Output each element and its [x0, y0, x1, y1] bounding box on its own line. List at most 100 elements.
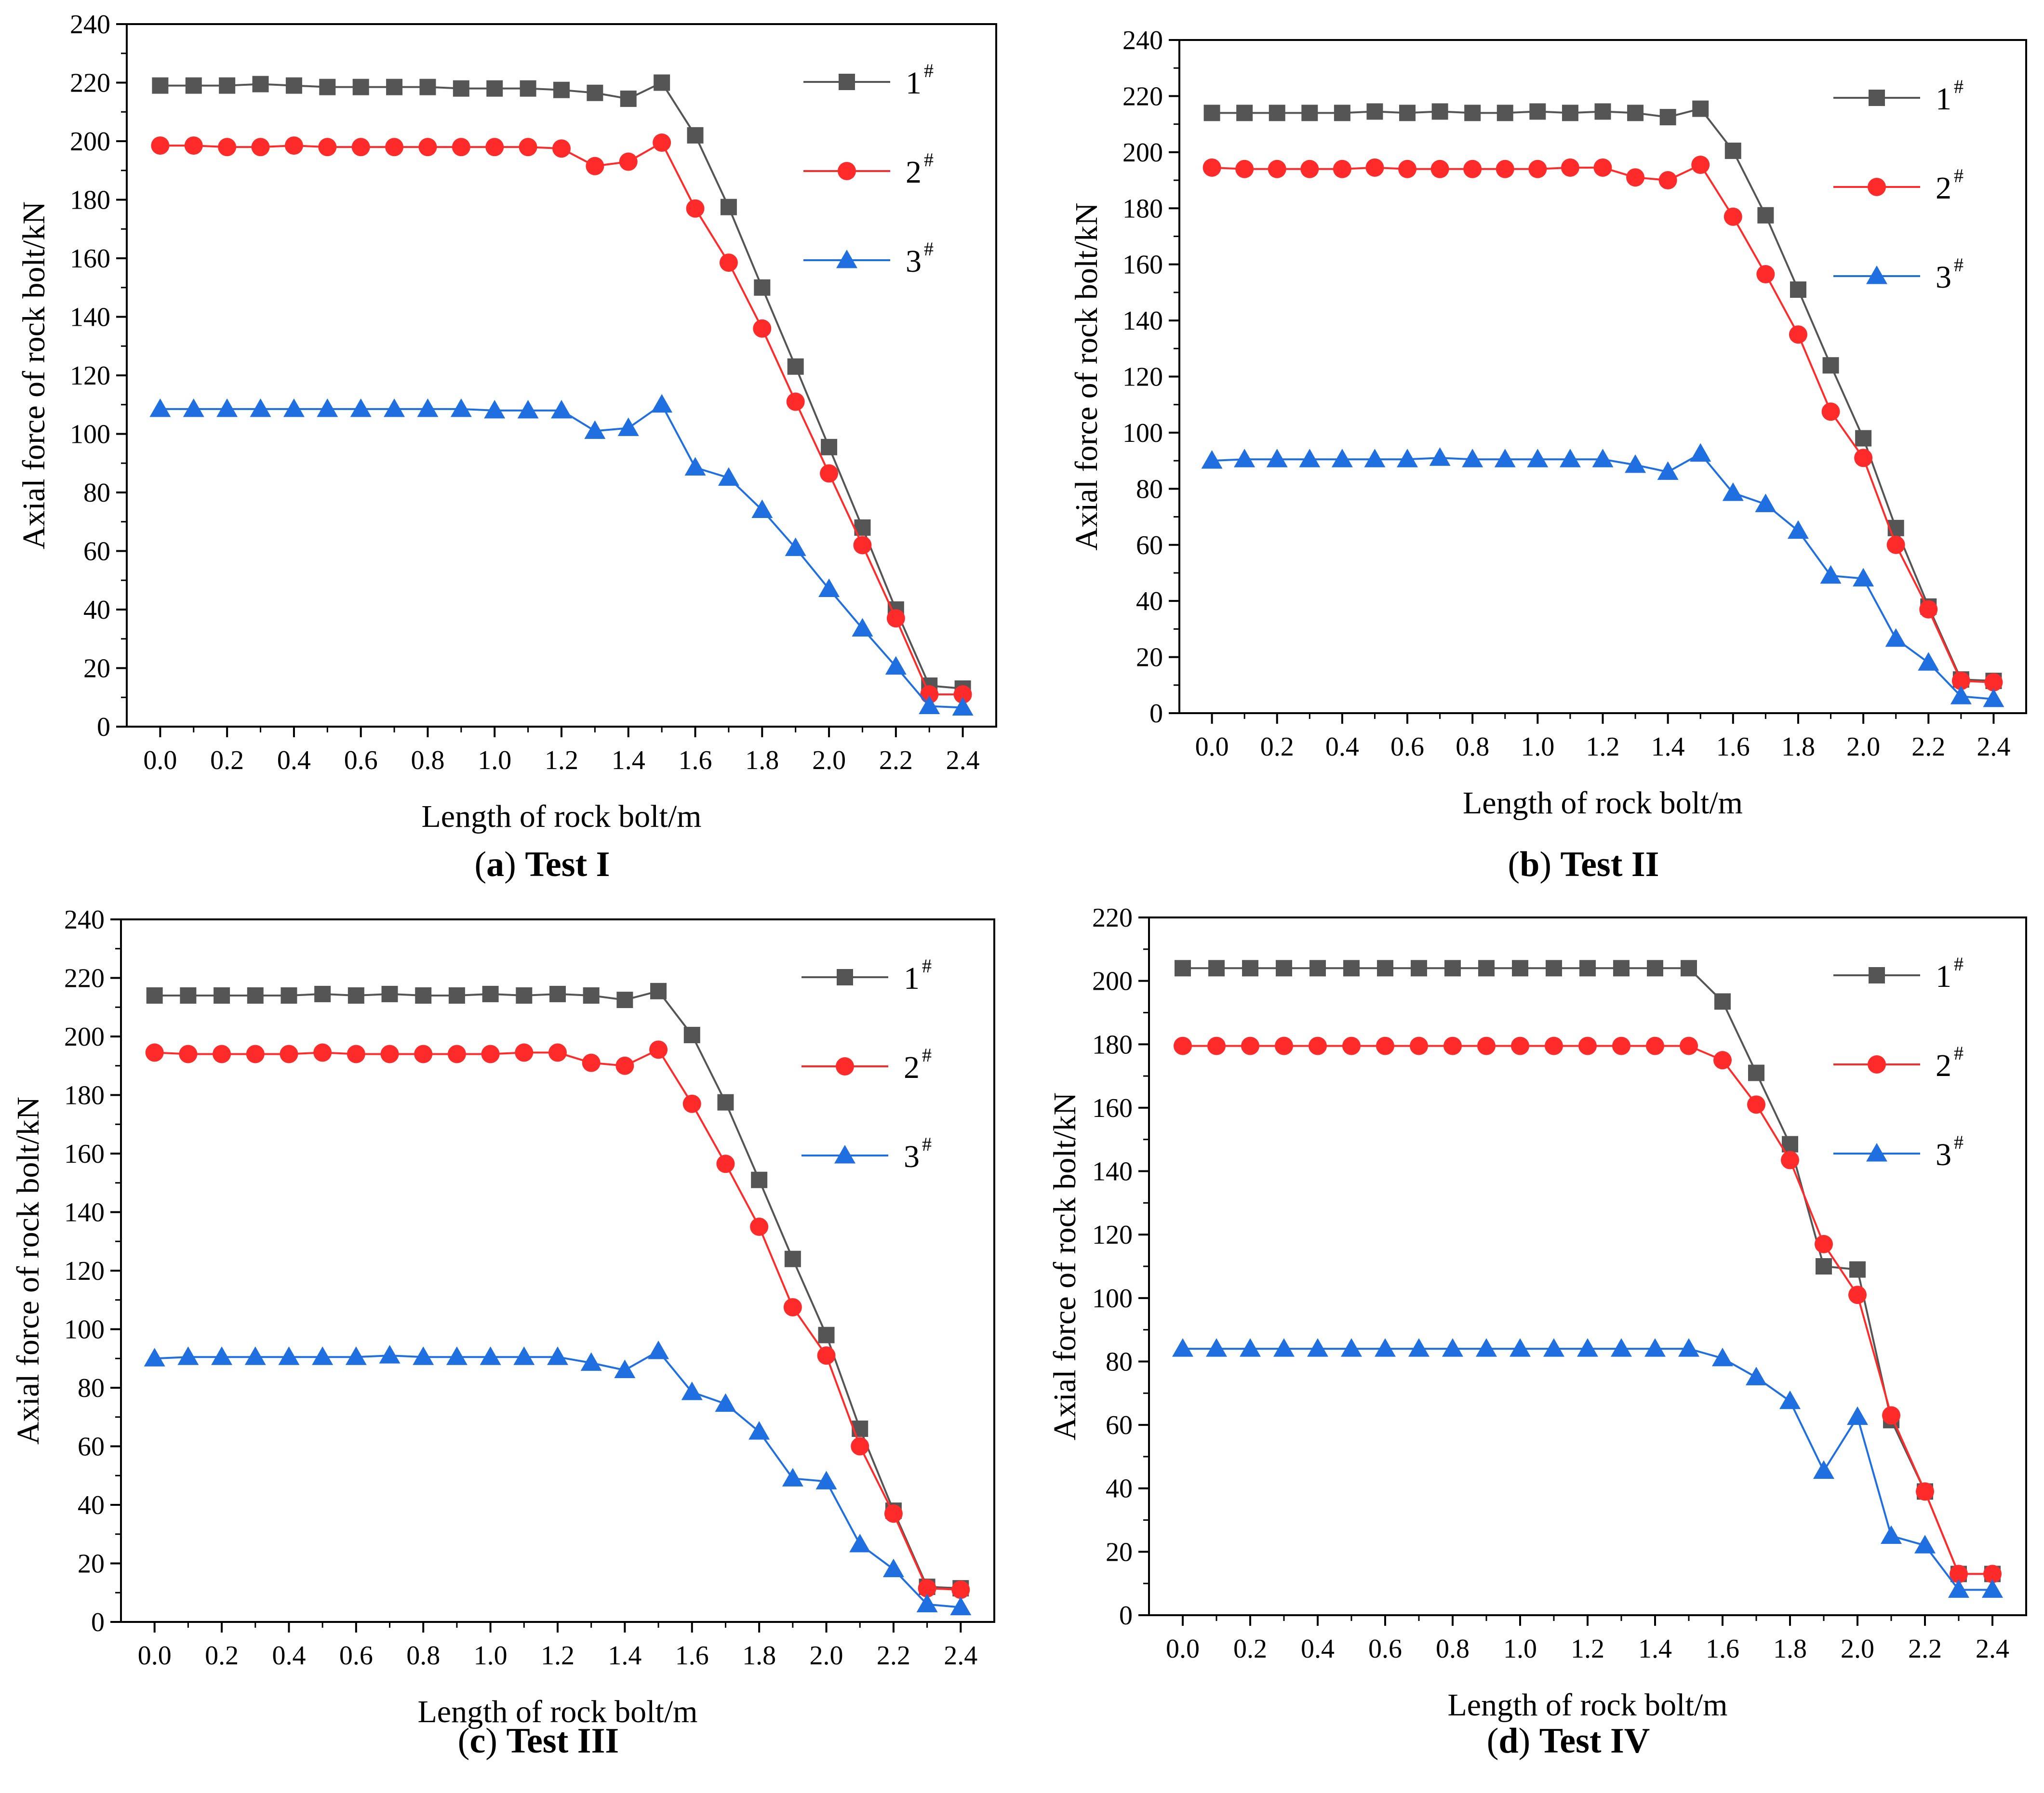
data-point-triangle — [1559, 449, 1581, 467]
legend-label: 2 — [906, 155, 922, 190]
data-point-square — [214, 987, 230, 1004]
y-tick-label: 120 — [1122, 362, 1163, 392]
data-point-circle — [1430, 159, 1449, 178]
data-point-square — [1301, 105, 1318, 121]
data-point-circle — [1612, 1036, 1630, 1055]
x-tick-label: 1.2 — [1571, 1634, 1604, 1664]
data-point-circle — [920, 685, 939, 704]
data-point-triangle — [517, 399, 539, 419]
data-point-circle — [953, 685, 972, 704]
data-point-triangle — [1273, 1338, 1295, 1357]
data-point-triangle — [1206, 1338, 1227, 1357]
y-tick-label: 200 — [64, 1022, 105, 1052]
chart-panel-a: 0 20 40 60 80 100 120 140 160 180 200 220 240 0.0 0.2 0… — [16, 10, 997, 884]
data-point-circle — [1235, 159, 1254, 178]
x-tick-label: 2.2 — [879, 745, 913, 775]
y-tick-label: 100 — [1092, 1284, 1133, 1314]
series-3: 3 # — [149, 238, 974, 716]
data-point-square — [520, 80, 536, 97]
data-point-triangle — [684, 457, 706, 476]
data-point-square — [1594, 103, 1611, 120]
data-point-circle — [1821, 402, 1840, 421]
data-point-square — [1724, 142, 1741, 159]
data-point-triangle — [614, 1359, 636, 1379]
data-point-square — [448, 987, 465, 1004]
data-point-triangle — [1983, 688, 2004, 707]
legend-label: 2 — [1936, 171, 1951, 206]
data-point-circle — [1333, 159, 1351, 178]
y-tick-label: 0 — [1149, 699, 1163, 729]
data-point-circle — [246, 1045, 265, 1063]
data-point-triangle — [1577, 1338, 1598, 1357]
data-point-circle — [1443, 1036, 1462, 1055]
data-point-square — [1377, 960, 1393, 977]
data-point-circle — [582, 1053, 601, 1072]
data-point-circle — [682, 1094, 701, 1113]
legend-label: 1 — [1936, 959, 1951, 994]
data-point-square — [1562, 105, 1578, 121]
x-tick-label: 0.2 — [1233, 1634, 1267, 1664]
data-point-circle — [1309, 1036, 1327, 1055]
data-point-square — [314, 985, 331, 1002]
caption-letter: c — [469, 1721, 485, 1761]
data-point-circle — [1202, 158, 1221, 177]
data-point-square — [1431, 103, 1448, 120]
data-point-square — [146, 987, 163, 1004]
data-point-triangle — [551, 399, 572, 419]
y-tick-label: 240 — [70, 10, 110, 40]
data-point-triangle — [379, 1345, 401, 1364]
data-point-triangle — [1982, 1579, 2003, 1598]
data-point-circle — [385, 138, 404, 157]
y-tick-label: 60 — [83, 537, 110, 567]
data-point-triangle — [818, 578, 840, 597]
legend-marker — [834, 1145, 855, 1164]
data-point-circle — [418, 138, 437, 157]
chart-panel-c: 0 20 40 60 80 100 120 140 160 180 200 220 240 0.0 0.2 0… — [11, 905, 995, 1761]
data-point-square — [1681, 960, 1697, 977]
legend-superscript: # — [922, 1044, 932, 1066]
data-point-circle — [1916, 1482, 1934, 1501]
data-point-triangle — [1779, 1390, 1801, 1409]
data-point-square — [1546, 960, 1562, 977]
x-tick-label: 1.0 — [1503, 1634, 1537, 1664]
data-point-triangle — [852, 618, 873, 637]
data-point-circle — [1848, 1286, 1867, 1304]
data-point-triangle — [446, 1346, 468, 1365]
data-point-circle — [1300, 159, 1319, 178]
data-point-circle — [1174, 1036, 1192, 1055]
data-point-circle — [1983, 1565, 2002, 1583]
y-tick-label: 20 — [1136, 643, 1163, 673]
caption-title: Test I — [525, 845, 610, 884]
data-point-triangle — [183, 398, 204, 417]
y-axis-label: Axial force of rock bolt/kN — [11, 1097, 46, 1445]
y-tick-label: 100 — [1122, 418, 1163, 448]
legend-marker — [1869, 967, 1885, 983]
data-point-triangle — [1429, 447, 1451, 466]
x-tick-label: 0.2 — [205, 1641, 239, 1671]
data-point-square — [720, 199, 737, 215]
y-tick-label: 140 — [64, 1198, 105, 1228]
x-tick-label: 1.0 — [474, 1641, 508, 1671]
data-point-square — [1242, 960, 1258, 977]
data-point-square — [1692, 100, 1709, 117]
y-tick-label: 220 — [1092, 903, 1133, 933]
data-point-triangle — [1813, 1460, 1834, 1479]
y-tick-label: 160 — [70, 244, 110, 274]
y-tick-label: 20 — [83, 654, 110, 684]
caption-title: Test III — [506, 1721, 619, 1761]
data-point-circle — [1398, 159, 1417, 178]
legend-superscript: # — [924, 238, 934, 260]
data-point-circle — [1680, 1036, 1698, 1055]
data-point-circle — [1646, 1036, 1664, 1055]
data-point-square — [1790, 281, 1806, 298]
caption-title: Test II — [1561, 845, 1659, 884]
data-point-triangle — [718, 467, 739, 486]
data-point-square — [1748, 1064, 1764, 1081]
data-point-triangle — [384, 398, 405, 417]
x-tick-label: 2.0 — [810, 1641, 843, 1671]
data-point-triangle — [1690, 443, 1711, 462]
y-tick-label: 80 — [83, 478, 110, 508]
data-point-square — [787, 358, 804, 375]
legend-marker — [838, 162, 856, 180]
